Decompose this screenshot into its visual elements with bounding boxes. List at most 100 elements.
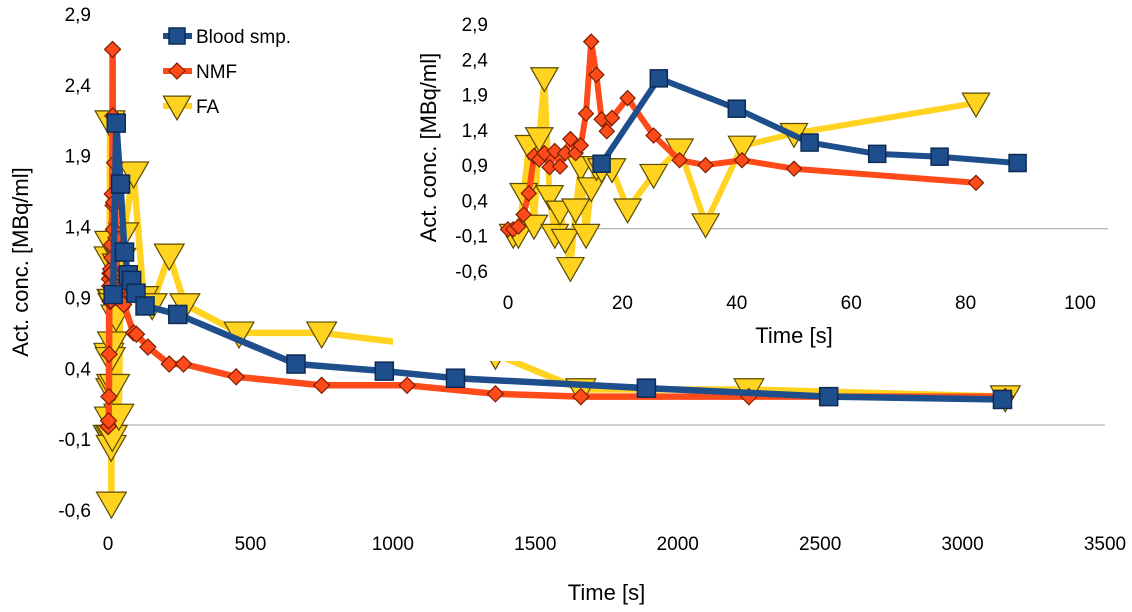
data-point-nmf	[697, 156, 714, 174]
y-axis-title: Act. conc. [MBq/ml]	[8, 167, 33, 357]
data-point-nmf	[551, 158, 569, 175]
y-tick-label: 2,4	[462, 50, 489, 71]
data-point-nmf	[562, 130, 579, 148]
legend-marker-fa	[162, 95, 192, 122]
legend-label-nmf: NMF	[196, 62, 237, 83]
data-point-fa	[727, 135, 757, 162]
data-point-blood-smp	[649, 69, 669, 88]
y-tick-label: 2,4	[65, 76, 92, 97]
y-tick-label: 2,9	[462, 15, 488, 36]
data-point-fa	[96, 331, 129, 360]
data-point-blood-smp	[592, 154, 611, 173]
data-point-nmf	[645, 127, 662, 144]
data-point-fa	[524, 127, 554, 153]
legend-item-blood-smp: Blood smp.	[163, 27, 291, 48]
x-tick-label: 0	[103, 534, 114, 555]
data-point-nmf	[312, 376, 331, 395]
data-point-nmf	[603, 109, 621, 127]
data-point-nmf	[139, 338, 157, 356]
data-point-nmf	[174, 355, 193, 373]
x-tick-label: 20	[612, 293, 633, 314]
data-point-nmf	[577, 105, 595, 122]
data-point-fa	[638, 163, 669, 190]
data-point-nmf	[100, 387, 118, 406]
data-point-fa	[534, 184, 565, 211]
data-point-nmf	[785, 160, 803, 178]
data-point-fa	[555, 256, 586, 283]
data-point-blood-smp	[818, 386, 839, 407]
data-point-fa	[305, 321, 338, 350]
data-point-nmf	[582, 33, 600, 50]
data-point-blood-smp	[374, 361, 395, 381]
data-point-nmf	[588, 66, 605, 84]
x-tick-label: 1000	[372, 534, 414, 555]
data-point-blood-smp	[1008, 153, 1027, 173]
inset-background	[393, 0, 1125, 361]
data-point-blood-smp	[445, 368, 466, 388]
data-point-blood-smp	[286, 354, 306, 374]
data-point-nmf	[671, 151, 688, 169]
data-point-nmf	[598, 122, 616, 140]
data-point-nmf	[510, 218, 527, 235]
x-tick-label: 500	[235, 534, 267, 555]
x-tick-label: 3000	[941, 534, 983, 555]
x-tick-label: 3500	[1084, 534, 1126, 555]
y-tick-label: 1,4	[462, 121, 489, 142]
series-blood-smp	[592, 69, 1027, 173]
legend-marker-nmf	[168, 62, 186, 80]
data-point-blood-smp	[930, 147, 949, 166]
data-point-blood-smp	[135, 296, 155, 316]
x-axis-title: Time [s]	[568, 580, 645, 605]
data-point-nmf	[619, 89, 636, 107]
y-tick-label: 1,9	[462, 86, 488, 107]
data-point-fa	[95, 491, 128, 520]
inset-chart: -0,6 -0,1 0,4 0,9 1,4 1,9 2,4 2,9 0 20 40 60 80 100 Ti…	[393, 0, 1125, 361]
legend: Blood smp. NMF FA	[162, 27, 291, 122]
x-tick-label: 1500	[514, 534, 556, 555]
data-point-nmf	[486, 384, 505, 403]
series-nmf	[499, 33, 985, 238]
data-point-fa	[529, 67, 560, 93]
y-tick-label: -0,6	[58, 501, 91, 522]
data-point-nmf	[733, 151, 751, 169]
x-tick-label: 2000	[657, 534, 699, 555]
y-tick-label: -0,1	[58, 430, 91, 451]
data-point-fa	[153, 243, 186, 272]
data-point-fa	[550, 228, 580, 255]
data-point-fa	[961, 92, 991, 119]
x-tick-label: 2500	[799, 534, 841, 555]
x-tick-label: 100	[1064, 293, 1096, 314]
y-tick-label: 0,9	[462, 156, 488, 177]
y-tick-label: 1,9	[65, 147, 91, 168]
data-point-blood-smp	[800, 133, 819, 152]
legend-label-blood-smp: Blood smp.	[196, 27, 291, 48]
y-tick-label: 0,9	[65, 288, 91, 309]
legend-item-nmf: NMF	[163, 62, 237, 83]
data-point-blood-smp	[992, 389, 1013, 410]
data-point-nmf	[572, 137, 590, 154]
y-tick-label: 1,4	[65, 218, 92, 239]
data-point-blood-smp	[103, 284, 123, 305]
data-point-nmf	[520, 185, 538, 202]
y-tick-label: -0,1	[455, 227, 488, 248]
data-point-nmf	[967, 174, 985, 192]
x-tick-label: 0	[503, 293, 514, 314]
y-tick-label: 0,4	[65, 359, 92, 380]
data-point-nmf	[99, 411, 118, 430]
main-chart: -0,6-0,10,40,91,41,92,42,90 500 1000 1500 20…	[8, 5, 1126, 605]
data-point-fa	[560, 198, 591, 224]
series-blood-smp	[103, 113, 1013, 410]
data-point-nmf	[100, 345, 118, 363]
data-point-nmf	[515, 206, 532, 223]
data-point-fa	[612, 198, 643, 224]
data-point-fa	[576, 177, 606, 203]
legend-marker-blood-smp	[168, 27, 186, 45]
data-point-nmf	[127, 325, 146, 344]
data-point-nmf	[572, 387, 590, 406]
data-point-blood-smp	[867, 144, 887, 164]
legend-label-fa: FA	[196, 97, 220, 118]
data-point-nmf	[227, 367, 246, 386]
y-tick-label: -0,6	[455, 262, 488, 283]
